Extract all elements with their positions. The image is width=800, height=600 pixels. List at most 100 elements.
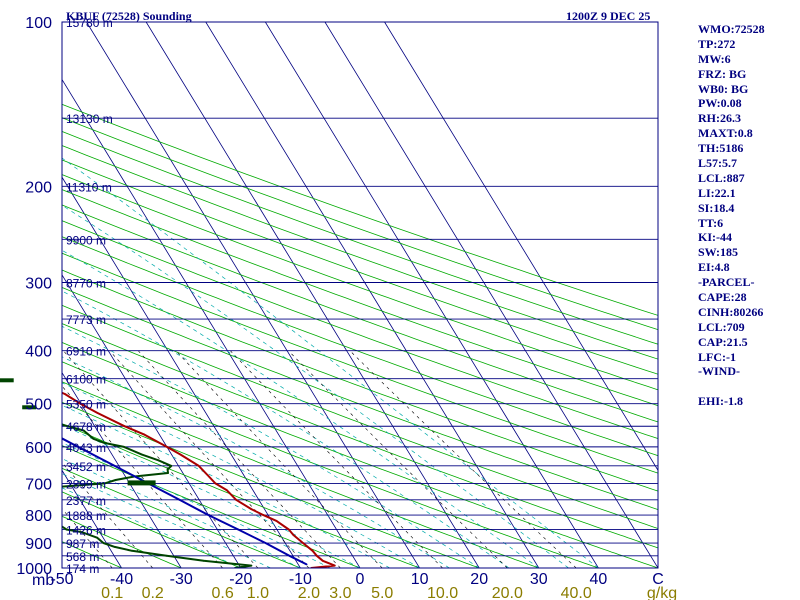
- temperature-point: [302, 542, 304, 544]
- height-label: 5350 m: [66, 398, 106, 412]
- dewpoint-point: [50, 417, 52, 419]
- mixing-ratio-tick-label: 0.1: [101, 585, 123, 600]
- mixing-ratio-tick-label: 2.0: [298, 585, 320, 600]
- mixing-ratio-tick-label: 10.0: [427, 585, 458, 600]
- mixing-ratio-tick-label: 1.0: [247, 585, 269, 600]
- temperature-point: [0, 350, 2, 352]
- mixing-ratio-tick-label: g/kg: [647, 585, 677, 600]
- isotherm-line: [62, 78, 361, 568]
- index-row: KI:-44: [698, 230, 732, 245]
- index-row: L57:5.7: [698, 156, 737, 171]
- parcel-point: [288, 554, 291, 557]
- dewpoint-point: [19, 407, 21, 409]
- dewpoint-point: [1, 493, 3, 495]
- height-label: 1888 m: [66, 509, 106, 523]
- temperature-point: [52, 388, 54, 390]
- mixing-ratio-tick-label: 0.2: [142, 585, 164, 600]
- index-row: MW:6: [698, 51, 731, 66]
- temperature-tick-label: -20: [229, 571, 252, 588]
- temperature-point: [333, 564, 336, 567]
- parcel-point: [207, 514, 210, 516]
- temperature-point: [208, 475, 210, 478]
- temperature-point: [79, 402, 82, 405]
- dewpoint-point: [103, 482, 106, 485]
- temperature-tick-label: 40: [590, 571, 608, 588]
- height-label: 6910 m: [66, 345, 106, 359]
- dewpoint-point: [131, 549, 133, 552]
- dewpoint-point: [15, 398, 17, 400]
- dewpoint-point: [202, 559, 205, 562]
- index-row: EHI:-1.8: [698, 394, 743, 409]
- dewpoint-point: [92, 437, 95, 440]
- wind-barbs: [0, 378, 156, 486]
- pressure-tick-label: 100: [25, 15, 52, 32]
- pressure-tick-label: 900: [25, 536, 52, 553]
- index-row: [698, 379, 798, 394]
- pressure-tick-label: 700: [25, 476, 52, 493]
- dewpoint-point: [5, 393, 7, 395]
- index-row: TP:272: [698, 36, 736, 51]
- temperature-point: [292, 534, 295, 536]
- index-row: MAXT:0.8: [698, 126, 753, 141]
- temperature-point: [287, 528, 290, 531]
- temperature-axis-labels: -50 -40 -30 -20 -10 0 10 20 30 40 C: [50, 571, 663, 588]
- index-row: PW:0.08: [698, 96, 742, 111]
- temperature-point: [214, 482, 217, 485]
- dewpoint-point: [170, 465, 173, 467]
- index-row: RH:26.3: [698, 111, 741, 126]
- index-row: CINH:80266: [698, 304, 764, 319]
- height-label: 3452 m: [66, 460, 106, 474]
- temperature-point: [64, 393, 66, 395]
- temperature-point: [96, 412, 99, 414]
- index-row: WMO:72528: [698, 22, 765, 36]
- dewpoint-point: [1, 388, 3, 390]
- temperature-tick-label: 30: [530, 571, 548, 588]
- height-label: 568 m: [66, 550, 99, 564]
- height-label: 174 m: [66, 562, 99, 576]
- mixing-ratio-axis-labels: 0.1 0.2 0.6 1.0 2.0 3.0 5.0 10.0 20.0 40.0 g/kg: [101, 585, 677, 600]
- temperature-tick-label: -10: [289, 571, 312, 588]
- isotherm-line: [0, 22, 2, 568]
- parcel-point: [178, 498, 181, 501]
- dewpoint-point: [82, 429, 85, 432]
- height-label: 1426 m: [66, 524, 106, 538]
- wind-barb: [127, 480, 156, 486]
- dewpoint-point: [81, 531, 83, 534]
- parcel-point: [113, 465, 116, 467]
- pressure-tick-label: 500: [25, 397, 52, 414]
- isotherm-line: [62, 176, 301, 568]
- index-row: EI:4.8: [698, 260, 730, 275]
- dewpoint-point: [166, 468, 169, 471]
- temperature-trace: [62, 391, 336, 568]
- pressure-tick-label: 300: [25, 276, 52, 293]
- mixing-ratio-tick-label: 3.0: [329, 585, 351, 600]
- parcel-point: [237, 528, 240, 531]
- height-label: 7773 m: [66, 313, 106, 327]
- mixing-ratio-tick-label: 40.0: [561, 585, 592, 600]
- dewpoint-point: [96, 536, 98, 539]
- height-label: 13130 m: [66, 112, 113, 126]
- plot-background: [62, 22, 658, 568]
- parcel-point: [264, 542, 267, 544]
- wind-barb: [22, 405, 37, 410]
- temperature-tick-label: C: [652, 571, 664, 588]
- index-row: -WIND-: [698, 364, 740, 379]
- dewpoint-point: [103, 442, 106, 444]
- dewpoint-trace: [62, 423, 253, 568]
- index-row: LCL:887: [698, 170, 745, 185]
- pressure-tick-label: 1000: [16, 561, 52, 578]
- dewpoint-point: [58, 486, 60, 488]
- temperature-tick-label: 10: [411, 571, 429, 588]
- dewpoint-point: [123, 446, 125, 448]
- dewpoint-point: [30, 499, 32, 501]
- height-label: 2899 m: [66, 477, 106, 491]
- isotherm-line: [62, 274, 242, 568]
- height-label: 6100 m: [66, 373, 106, 387]
- pressure-tick-label: 600: [25, 440, 52, 457]
- dewpoint-point: [165, 554, 168, 557]
- dewpoint-point: [48, 502, 50, 504]
- pressure-tick-label: 800: [25, 508, 52, 525]
- pressure-tick-label: 200: [25, 179, 52, 196]
- pressure-axis-unit: mb: [32, 572, 54, 589]
